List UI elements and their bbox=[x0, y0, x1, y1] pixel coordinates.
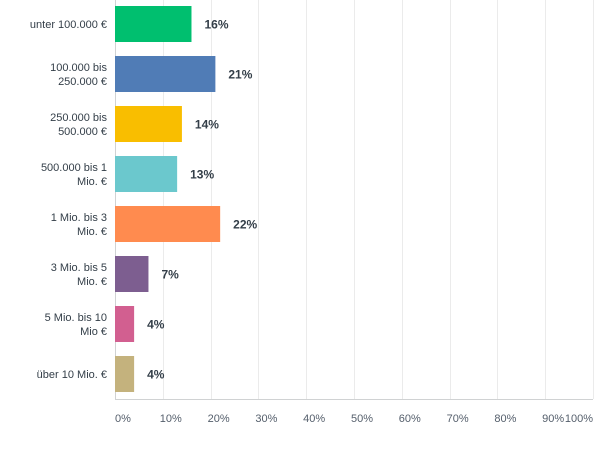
bar bbox=[115, 356, 135, 392]
value-label: 7% bbox=[161, 268, 179, 282]
category-label: 500.000 bis 1 bbox=[41, 162, 107, 174]
category-label: Mio. € bbox=[77, 276, 107, 288]
x-tick-label: 20% bbox=[208, 413, 230, 425]
category-label: Mio. € bbox=[77, 226, 107, 238]
bar bbox=[115, 156, 178, 192]
bars bbox=[115, 6, 221, 392]
value-label: 13% bbox=[190, 168, 214, 182]
x-tick-label: 10% bbox=[160, 413, 182, 425]
category-labels: unter 100.000 € 100.000 bis 250.000 € 250.0… bbox=[30, 19, 108, 381]
value-label: 22% bbox=[233, 218, 257, 232]
x-axis: 0% 10% 20% 30% 40% 50% 60% 70% 80% 90% 100% bbox=[115, 399, 593, 425]
x-tick-label: 90% bbox=[542, 413, 564, 425]
bar bbox=[115, 256, 149, 292]
bar bbox=[115, 6, 192, 42]
x-tick-label: 50% bbox=[351, 413, 373, 425]
value-label: 4% bbox=[147, 368, 165, 382]
x-tick-label: 60% bbox=[399, 413, 421, 425]
x-tick-label: 30% bbox=[255, 413, 277, 425]
bar bbox=[115, 56, 216, 92]
value-label: 21% bbox=[228, 68, 252, 82]
category-label: 5 Mio. bis 10 bbox=[45, 312, 107, 324]
x-tick-label: 0% bbox=[115, 413, 131, 425]
bar bbox=[115, 206, 221, 242]
category-label: 250.000 € bbox=[58, 76, 107, 88]
category-label: Mio € bbox=[80, 326, 107, 338]
value-labels: 16% 21% 14% 13% 22% 7% 4% 4% bbox=[147, 18, 257, 382]
x-tick-label: 100% bbox=[565, 413, 593, 425]
category-label: 500.000 € bbox=[58, 126, 107, 138]
category-label: 3 Mio. bis 5 bbox=[51, 262, 107, 274]
category-label: 100.000 bis bbox=[50, 62, 107, 74]
x-tick-label: 70% bbox=[447, 413, 469, 425]
category-label: Mio. € bbox=[77, 176, 107, 188]
bar bbox=[115, 106, 182, 142]
x-tick-label: 80% bbox=[494, 413, 516, 425]
x-tick-label: 40% bbox=[303, 413, 325, 425]
category-label: unter 100.000 € bbox=[30, 19, 107, 31]
value-label: 4% bbox=[147, 318, 165, 332]
category-label: 1 Mio. bis 3 bbox=[51, 212, 107, 224]
bar bbox=[115, 306, 135, 342]
value-label: 14% bbox=[195, 118, 219, 132]
value-label: 16% bbox=[204, 18, 228, 32]
category-label: über 10 Mio. € bbox=[37, 369, 107, 381]
category-label: 250.000 bis bbox=[50, 112, 107, 124]
